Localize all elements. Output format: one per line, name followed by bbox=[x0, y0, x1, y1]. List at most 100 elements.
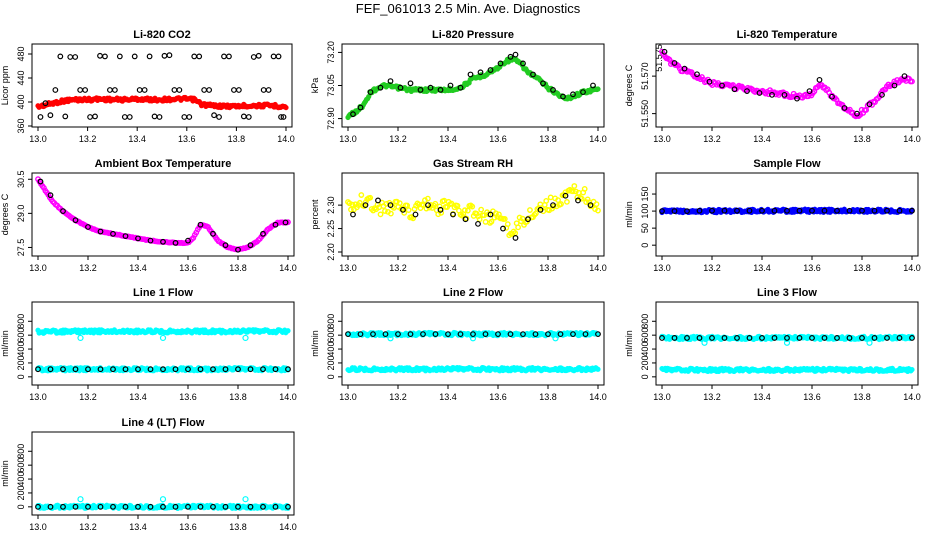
y-tick-label: 100 bbox=[640, 204, 650, 219]
y-tick-label: 800 bbox=[16, 314, 26, 329]
data-point bbox=[197, 366, 204, 373]
data-point bbox=[796, 207, 803, 214]
series-average bbox=[661, 48, 908, 117]
y-tick-label: 0 bbox=[16, 504, 26, 509]
data-point bbox=[570, 331, 576, 338]
series-average bbox=[350, 51, 596, 118]
data-point bbox=[107, 87, 113, 93]
data-point bbox=[781, 91, 788, 98]
data-point bbox=[846, 207, 853, 214]
data-point bbox=[226, 53, 232, 60]
y-tick-label: 0 bbox=[326, 374, 336, 379]
y-axis-label: degrees C bbox=[624, 64, 634, 106]
data-point bbox=[884, 335, 890, 341]
y-tick-label: 600 bbox=[640, 328, 650, 343]
data-point bbox=[272, 366, 279, 373]
y-tick-label: 200 bbox=[16, 355, 26, 370]
data-point bbox=[350, 211, 356, 218]
data-point bbox=[684, 208, 690, 214]
data-point bbox=[909, 335, 915, 341]
y-axis-label: ml/min bbox=[310, 330, 320, 357]
x-tick-label: 13.8 bbox=[853, 263, 871, 273]
data-point bbox=[571, 183, 578, 189]
data-point bbox=[185, 237, 191, 244]
y-tick-label: 50 bbox=[640, 223, 650, 233]
data-point bbox=[181, 114, 188, 120]
plot-frame bbox=[341, 301, 605, 386]
data-point bbox=[260, 366, 266, 373]
data-point bbox=[709, 335, 715, 341]
data-point bbox=[587, 202, 594, 209]
chart-line2: Line 2 Flow ml/min 13.0 13.2 13.4 13.6 13.8 14.… bbox=[310, 287, 607, 402]
x-tick-label: 14.0 bbox=[279, 392, 297, 402]
data-point bbox=[405, 207, 412, 213]
y-tick-label: 0 bbox=[640, 374, 650, 379]
data-point bbox=[520, 331, 526, 338]
y-axis-label: ml/min bbox=[624, 330, 634, 357]
data-point bbox=[285, 219, 291, 226]
data-point bbox=[497, 60, 504, 67]
data-point bbox=[357, 104, 364, 111]
x-tick-label: 13.0 bbox=[29, 134, 47, 144]
y-tick-label: 400 bbox=[640, 342, 650, 357]
y-axis-label: ml/min bbox=[624, 201, 634, 228]
x-tick-label: 13.4 bbox=[753, 134, 771, 144]
data-point bbox=[909, 207, 915, 214]
data-point bbox=[696, 207, 703, 214]
data-point bbox=[595, 207, 601, 214]
data-point bbox=[211, 112, 217, 119]
x-tick-label: 13.8 bbox=[853, 134, 871, 144]
data-point bbox=[397, 84, 404, 91]
series-spikes bbox=[77, 496, 249, 503]
data-point bbox=[102, 53, 108, 60]
data-point bbox=[582, 331, 589, 338]
x-tick-label: 13.2 bbox=[79, 392, 97, 402]
data-point bbox=[487, 67, 494, 73]
data-point bbox=[671, 208, 678, 214]
data-point bbox=[160, 366, 166, 373]
x-tick-label: 13.0 bbox=[29, 392, 47, 402]
data-point bbox=[475, 220, 481, 227]
plot-frame bbox=[31, 301, 295, 386]
data-point bbox=[454, 202, 461, 209]
data-point bbox=[901, 73, 908, 80]
data-point bbox=[375, 197, 381, 204]
data-point bbox=[156, 114, 163, 120]
data-point bbox=[348, 206, 354, 213]
data-point bbox=[863, 107, 870, 113]
data-point bbox=[467, 71, 474, 78]
data-point bbox=[444, 204, 451, 210]
chart-line4: Line 4 (LT) Flow ml/min 13.0 13.2 13.4 13.6 13… bbox=[0, 417, 297, 532]
data-point bbox=[37, 178, 44, 185]
series-fine bbox=[345, 55, 601, 121]
data-point bbox=[370, 331, 376, 338]
data-point bbox=[595, 366, 601, 372]
x-tick-label: 13.4 bbox=[129, 392, 147, 402]
data-point bbox=[216, 114, 222, 120]
x-tick-label: 13.6 bbox=[803, 392, 821, 402]
plot-frame bbox=[655, 301, 919, 386]
data-point bbox=[222, 242, 229, 249]
data-point bbox=[201, 87, 208, 93]
x-tick-label: 13.8 bbox=[229, 522, 247, 532]
series-fine bbox=[345, 364, 601, 374]
y-tick-label: 800 bbox=[326, 314, 336, 329]
x-tick-label: 13.6 bbox=[179, 263, 197, 273]
data-point bbox=[235, 246, 241, 253]
data-point bbox=[759, 335, 765, 341]
y-tick-label: 73.20 bbox=[326, 41, 336, 64]
data-point bbox=[260, 230, 266, 237]
series-average bbox=[659, 207, 915, 214]
data-point bbox=[731, 86, 738, 93]
data-point bbox=[285, 328, 291, 334]
series-average bbox=[345, 331, 601, 338]
data-point bbox=[221, 53, 227, 60]
data-point bbox=[756, 90, 763, 96]
data-point bbox=[841, 105, 848, 111]
data-point bbox=[176, 87, 183, 93]
data-point bbox=[358, 192, 365, 198]
x-tick-label: 14.0 bbox=[903, 392, 921, 402]
data-point bbox=[809, 335, 815, 341]
data-point bbox=[709, 207, 715, 214]
x-tick-label: 13.2 bbox=[389, 263, 407, 273]
